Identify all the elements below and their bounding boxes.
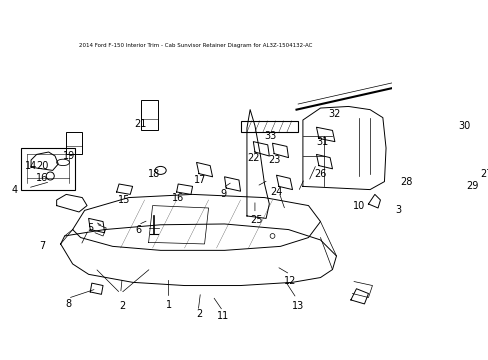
Text: 20: 20 bbox=[36, 161, 48, 171]
Text: 32: 32 bbox=[328, 109, 340, 120]
Text: 25: 25 bbox=[250, 215, 262, 225]
Text: 24: 24 bbox=[270, 187, 282, 197]
Text: 11: 11 bbox=[216, 311, 228, 321]
Text: 2: 2 bbox=[119, 301, 125, 311]
Text: 16: 16 bbox=[172, 193, 184, 203]
Text: 29: 29 bbox=[465, 181, 478, 192]
Text: 31: 31 bbox=[315, 137, 327, 147]
Text: 10: 10 bbox=[352, 201, 364, 211]
Text: 28: 28 bbox=[400, 177, 412, 186]
Text: 18: 18 bbox=[148, 168, 160, 179]
Text: 23: 23 bbox=[267, 155, 280, 165]
Text: 2014 Ford F-150 Interior Trim - Cab Sunvisor Retainer Diagram for AL3Z-1504132-A: 2014 Ford F-150 Interior Trim - Cab Sunv… bbox=[79, 43, 312, 48]
Text: 15: 15 bbox=[118, 195, 130, 205]
Text: 12: 12 bbox=[284, 276, 296, 286]
Text: 8: 8 bbox=[65, 299, 72, 309]
Text: 1: 1 bbox=[165, 300, 171, 310]
Text: 9: 9 bbox=[220, 189, 225, 199]
Text: 7: 7 bbox=[39, 240, 45, 251]
Text: 17: 17 bbox=[194, 175, 206, 185]
Text: 19: 19 bbox=[62, 151, 75, 161]
Text: 33: 33 bbox=[264, 131, 277, 141]
Text: 22: 22 bbox=[246, 153, 259, 163]
Text: 26: 26 bbox=[314, 168, 326, 179]
Text: 5: 5 bbox=[87, 223, 93, 233]
Text: 13: 13 bbox=[291, 301, 304, 311]
Text: 30: 30 bbox=[457, 121, 469, 131]
Text: 6: 6 bbox=[135, 225, 141, 235]
Text: 27: 27 bbox=[480, 168, 488, 179]
Text: 21: 21 bbox=[134, 119, 146, 129]
Text: 16: 16 bbox=[36, 174, 48, 183]
Text: 14: 14 bbox=[25, 161, 37, 171]
Text: 4: 4 bbox=[12, 185, 18, 195]
Text: 3: 3 bbox=[395, 206, 401, 215]
Text: 2: 2 bbox=[195, 309, 202, 319]
